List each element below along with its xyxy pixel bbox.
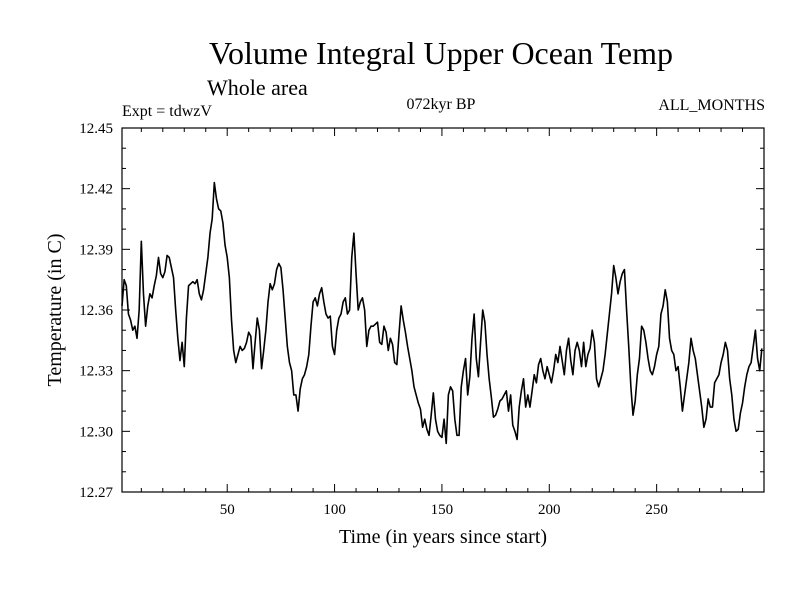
x-tick-label: 200 [538, 502, 561, 518]
y-tick-label: 12.42 [79, 182, 113, 198]
y-tick-label: 12.27 [79, 485, 113, 501]
x-tick-label: 50 [220, 502, 235, 518]
period-label: 072kyr BP [407, 96, 476, 113]
experiment-label: Expt = tdwzV [122, 103, 212, 120]
axis-ticks [122, 127, 765, 493]
y-tick-label: 12.36 [79, 303, 113, 319]
chart-title: Volume Integral Upper Ocean Temp [209, 35, 673, 71]
y-axis-label: Temperature (in C) [44, 234, 66, 387]
x-axis-label: Time (in years since start) [339, 526, 547, 548]
y-tick-label: 12.30 [79, 424, 113, 440]
temperature-series-line [121, 181, 763, 445]
x-tick-labels: 50 100 150 200 250 [220, 502, 668, 518]
x-tick-label: 250 [645, 502, 668, 518]
x-tick-label: 100 [323, 502, 346, 518]
y-tick-label: 12.45 [79, 121, 113, 137]
chart-subtitle: Whole area [207, 75, 308, 100]
x-tick-label: 150 [431, 502, 454, 518]
y-tick-label: 12.33 [79, 364, 113, 380]
months-label: ALL_MONTHS [658, 97, 765, 114]
y-tick-label: 12.39 [79, 242, 113, 258]
y-tick-labels: 12.27 12.30 12.33 12.36 12.39 12.42 12.45 [79, 121, 113, 501]
